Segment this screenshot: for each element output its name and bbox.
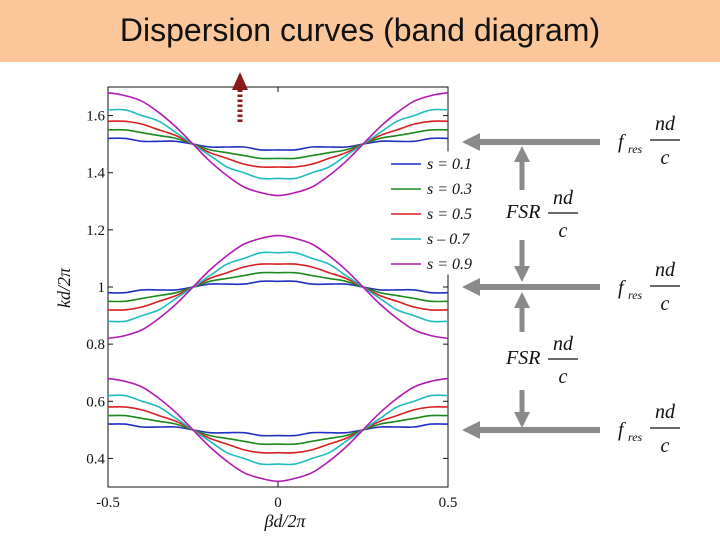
y-tick-label: 0.8: [86, 337, 105, 353]
series-line-s4-band3: [107, 108, 449, 180]
svg-text:f: f: [618, 277, 626, 299]
upward-dotted-arrow-icon: [232, 72, 248, 122]
series-line-s5-band1: [107, 377, 449, 483]
x-axis-label: βd/2π: [264, 511, 307, 531]
slide-title: Dispersion curves (band diagram): [119, 12, 601, 48]
svg-text:FSR: FSR: [505, 347, 540, 369]
svg-text:c: c: [661, 293, 670, 315]
series-line-s3-band1: [107, 405, 449, 454]
legend: s = 0.1 s = 0.3 s = 0.5 s – 0.7 s = 0.9: [386, 151, 489, 275]
svg-text:f: f: [618, 419, 626, 441]
fres-formula-top: f res nd c: [618, 113, 680, 169]
fsr-arrow-lower-icon: [514, 292, 530, 428]
svg-text:nd: nd: [553, 333, 574, 355]
fsr-formula-lower: FSR nd c: [505, 333, 578, 388]
series-line-s1-band1: [107, 423, 449, 437]
legend-label-s1: s = 0.1: [427, 156, 472, 173]
fres-arrow-middle-icon: [462, 278, 600, 296]
series-line-s1-band2: [107, 280, 449, 294]
y-tick-label: 1.6: [86, 109, 105, 125]
series-line-s4-band1: [107, 394, 449, 466]
svg-text:FSR: FSR: [505, 201, 540, 223]
legend-label-s2: s = 0.3: [427, 181, 472, 198]
svg-text:res: res: [628, 288, 643, 302]
svg-text:c: c: [661, 147, 670, 169]
ticks-group: -0.5 0 0.5 0.4 0.6 0.8 1 1.2 1.4 1.6: [86, 87, 457, 511]
series-line-s3-band2: [107, 263, 449, 311]
series-line-s2-band2: [107, 271, 449, 303]
fres-arrow-top-icon: [462, 133, 600, 151]
y-tick-label: 1: [98, 280, 106, 296]
y-tick-label: 1.4: [86, 166, 105, 182]
fsr-formula-upper: FSR nd c: [505, 187, 578, 242]
series-line-s5-band2: [107, 234, 449, 340]
svg-text:nd: nd: [655, 113, 676, 135]
fres-formula-middle: f res nd c: [618, 259, 680, 315]
svg-text:nd: nd: [655, 259, 676, 281]
fsr-arrow-upper-icon: [514, 146, 530, 282]
x-tick-label: -0.5: [96, 495, 120, 511]
fres-formula-bottom: f res nd c: [618, 401, 680, 457]
svg-text:f: f: [618, 131, 626, 153]
series-line-s2-band3: [107, 128, 449, 160]
x-tick-label: 0.5: [439, 495, 458, 511]
svg-text:nd: nd: [553, 187, 574, 209]
legend-label-s4: s – 0.7: [427, 231, 470, 248]
svg-text:c: c: [559, 220, 568, 242]
curves-group: [107, 91, 449, 483]
svg-text:res: res: [628, 430, 643, 444]
svg-text:nd: nd: [655, 401, 676, 423]
series-line-s3-band3: [107, 120, 449, 169]
svg-text:c: c: [559, 366, 568, 388]
title-bar: [0, 0, 720, 62]
legend-label-s3: s = 0.5: [427, 206, 472, 223]
series-line-s5-band3: [107, 91, 449, 197]
series-line-s1-band3: [107, 137, 449, 151]
series-line-s4-band2: [107, 251, 449, 323]
legend-box: [386, 151, 489, 275]
x-tick-label: 0: [274, 495, 282, 511]
fres-arrow-bottom-icon: [462, 421, 600, 439]
legend-label-s5: s = 0.9: [427, 256, 472, 273]
y-tick-label: 0.6: [86, 394, 105, 410]
svg-text:res: res: [628, 142, 643, 156]
y-tick-label: 1.2: [86, 223, 105, 239]
y-axis-label: kd/2π: [54, 267, 74, 308]
y-tick-label: 0.4: [86, 451, 105, 467]
series-line-s2-band1: [107, 414, 449, 446]
svg-text:c: c: [661, 435, 670, 457]
